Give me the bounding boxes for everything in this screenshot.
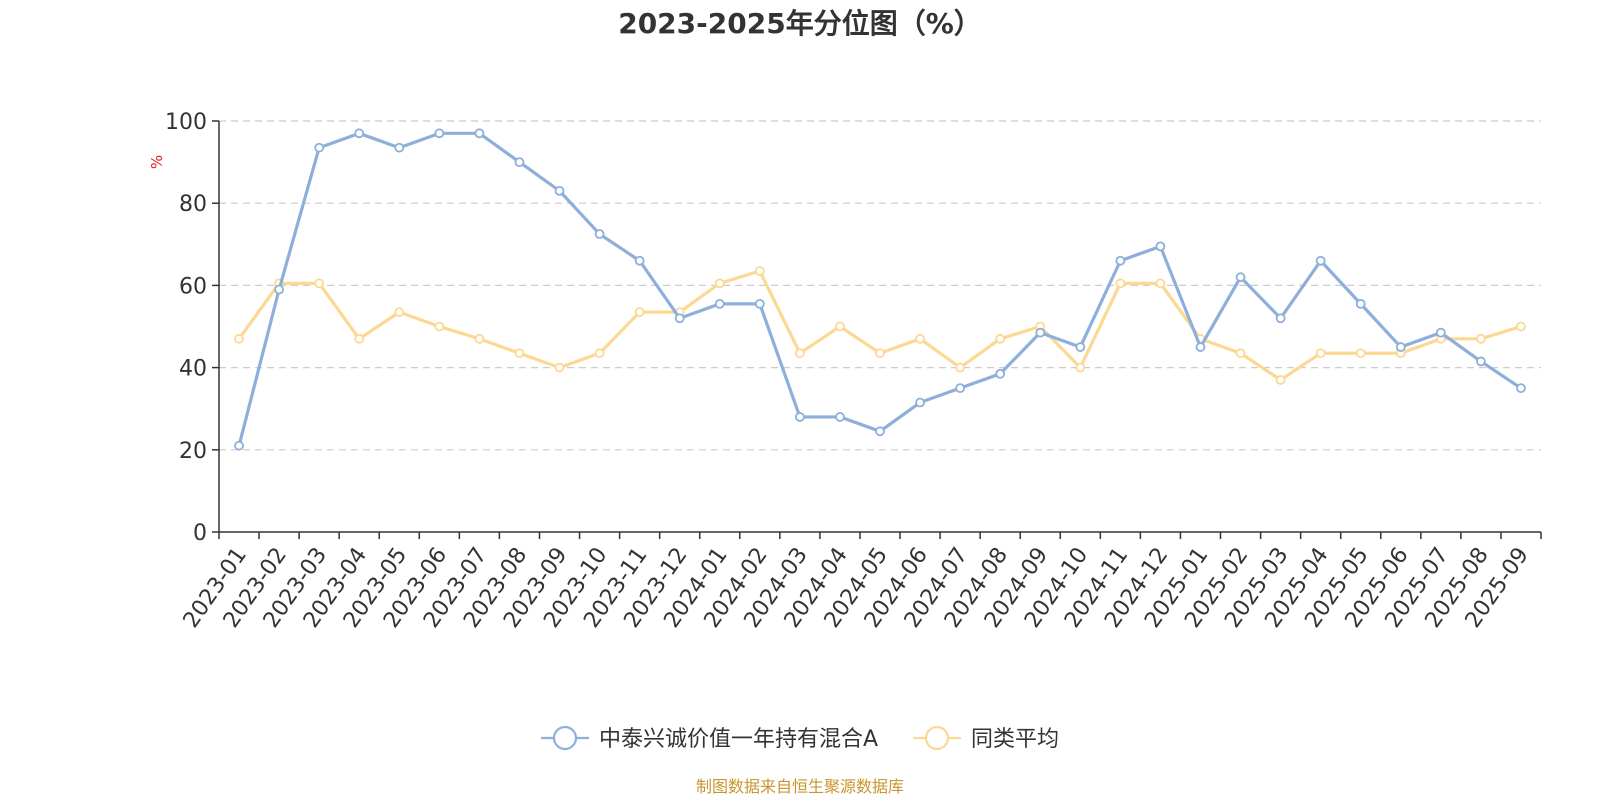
- data-point[interactable]: [1235, 272, 1246, 283]
- data-point[interactable]: [1155, 278, 1166, 289]
- data-point[interactable]: [354, 333, 365, 344]
- data-point[interactable]: [274, 284, 284, 295]
- data-point[interactable]: [1355, 298, 1366, 309]
- data-point[interactable]: [915, 397, 925, 408]
- data-point[interactable]: [955, 383, 966, 394]
- data-point[interactable]: [1355, 348, 1366, 359]
- data-point[interactable]: [1476, 356, 1486, 367]
- legend-label: 同类平均: [971, 727, 1059, 752]
- series-line: [237, 269, 1523, 382]
- data-point[interactable]: [394, 142, 405, 153]
- data-point[interactable]: [1516, 321, 1526, 332]
- y-tick-label: 60: [179, 274, 207, 299]
- legend-marker-icon: [552, 725, 578, 751]
- series-line: [237, 131, 1523, 448]
- data-point[interactable]: [1516, 383, 1526, 394]
- data-source-note: 制图数据来自恒生聚源数据库: [696, 777, 904, 796]
- data-point[interactable]: [234, 333, 244, 344]
- data-point[interactable]: [1315, 348, 1326, 359]
- y-tick-label: 80: [179, 192, 207, 217]
- data-point[interactable]: [634, 307, 645, 318]
- data-point[interactable]: [1075, 342, 1086, 352]
- legend-marker-icon: [924, 725, 950, 751]
- data-point[interactable]: [314, 278, 325, 289]
- data-point[interactable]: [594, 229, 605, 239]
- y-tick-label: 0: [193, 521, 207, 546]
- data-point[interactable]: [474, 333, 485, 344]
- data-point[interactable]: [875, 426, 885, 437]
- data-point[interactable]: [634, 255, 645, 266]
- legend-label: 中泰兴诚价值一年持有混合A: [599, 727, 878, 752]
- y-tick-label: 40: [179, 357, 207, 382]
- data-point[interactable]: [674, 313, 685, 324]
- series-1: [234, 128, 1526, 451]
- data-point[interactable]: [594, 348, 605, 359]
- data-point[interactable]: [554, 185, 565, 196]
- y-axis-unit-label: %: [148, 155, 166, 169]
- data-point[interactable]: [1275, 375, 1286, 385]
- data-point[interactable]: [314, 142, 325, 153]
- data-point[interactable]: [1115, 255, 1126, 266]
- legend[interactable]: 中泰兴诚价值一年持有混合A 同类平均: [541, 725, 1059, 752]
- data-point[interactable]: [1155, 241, 1166, 252]
- data-point[interactable]: [354, 128, 365, 139]
- data-point[interactable]: [1075, 362, 1086, 373]
- y-tick-label: 20: [179, 439, 207, 464]
- data-point[interactable]: [1115, 278, 1126, 289]
- y-tick-label: 100: [165, 110, 207, 135]
- data-point[interactable]: [434, 128, 445, 139]
- data-point[interactable]: [1395, 342, 1406, 352]
- data-point[interactable]: [915, 333, 925, 344]
- series-2: [234, 266, 1526, 385]
- data-point[interactable]: [1315, 255, 1326, 266]
- data-point[interactable]: [754, 266, 765, 276]
- data-point[interactable]: [714, 278, 725, 289]
- data-point[interactable]: [1435, 327, 1446, 338]
- data-point[interactable]: [995, 333, 1006, 344]
- data-point[interactable]: [1195, 342, 1206, 352]
- data-point[interactable]: [394, 307, 405, 318]
- data-point[interactable]: [714, 298, 725, 309]
- legend-item[interactable]: 同类平均: [913, 725, 1059, 752]
- data-point[interactable]: [794, 348, 805, 359]
- data-point[interactable]: [995, 368, 1006, 379]
- data-point[interactable]: [1275, 313, 1286, 324]
- data-point[interactable]: [1476, 333, 1486, 344]
- data-point[interactable]: [514, 348, 525, 359]
- data-point[interactable]: [554, 362, 565, 373]
- series-lines: [234, 128, 1526, 451]
- data-point[interactable]: [955, 362, 966, 373]
- data-point[interactable]: [835, 412, 845, 422]
- data-point[interactable]: [754, 298, 765, 309]
- data-point[interactable]: [434, 321, 445, 332]
- data-point[interactable]: [835, 321, 845, 332]
- data-point[interactable]: [514, 157, 525, 168]
- legend-item[interactable]: 中泰兴诚价值一年持有混合A: [541, 725, 878, 752]
- data-point[interactable]: [234, 440, 244, 451]
- data-point[interactable]: [1235, 348, 1246, 359]
- data-point[interactable]: [875, 348, 885, 359]
- data-point[interactable]: [794, 412, 805, 422]
- gridlines: [219, 120, 1541, 451]
- axes: 0204060801002023-012023-022023-032023-04…: [165, 110, 1542, 633]
- chart-title: 2023-2025年分位图（%）: [618, 7, 982, 40]
- data-point[interactable]: [474, 128, 485, 139]
- data-point[interactable]: [1035, 327, 1046, 338]
